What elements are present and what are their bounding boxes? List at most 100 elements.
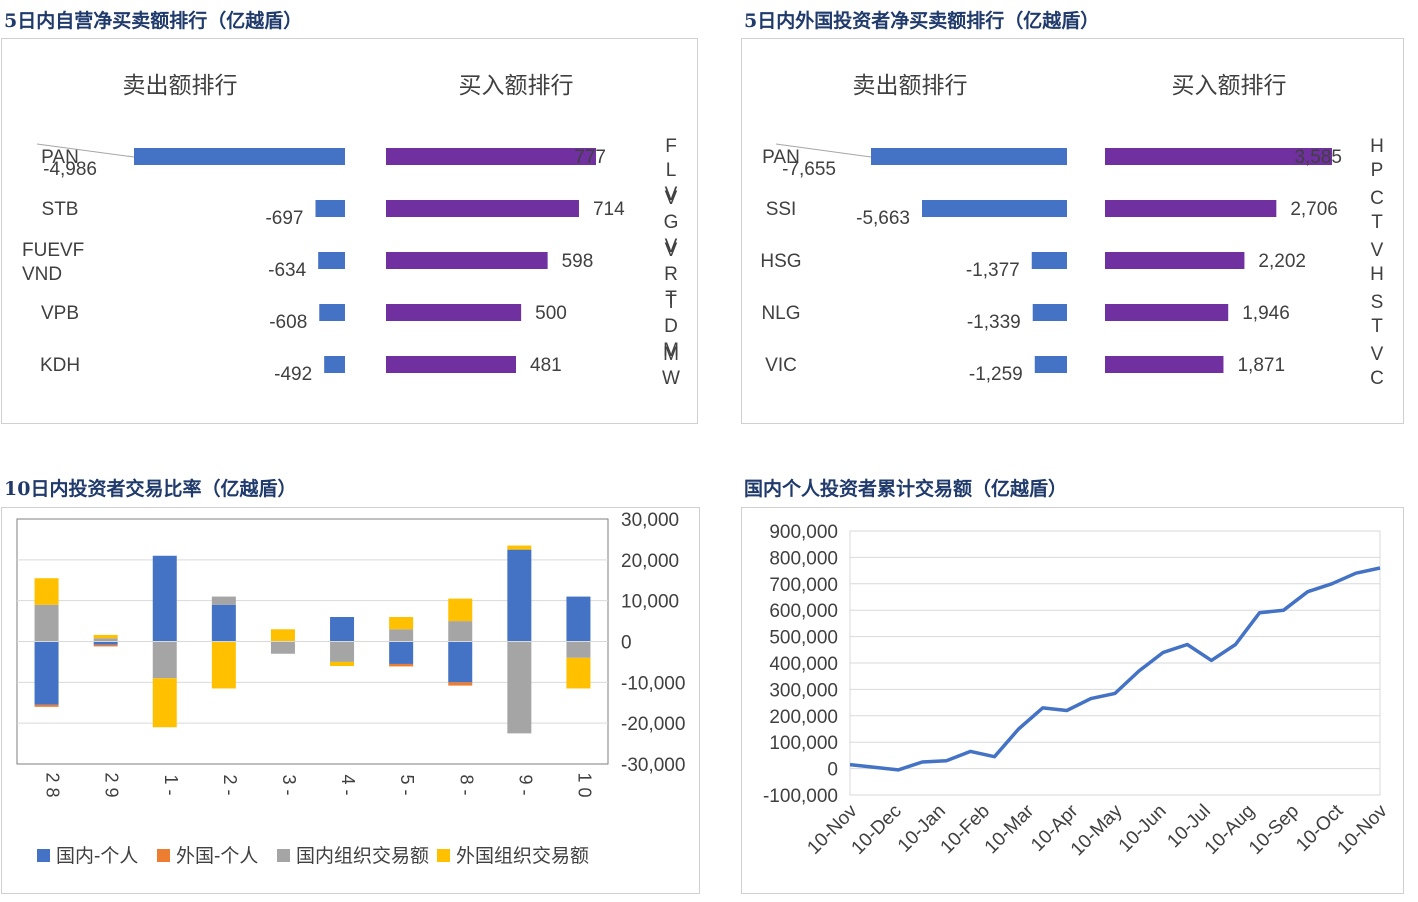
- foreign-buy-header: 买入额排行: [1172, 72, 1287, 98]
- cumulative-xtick: 10-Mar: [981, 800, 1039, 858]
- ratio-bar-segment: [566, 596, 591, 642]
- ratio-xtick: 2 9: [102, 772, 122, 797]
- prop-sell-ticker: KDH: [40, 355, 80, 376]
- prop-panel-title: 5日内自营净买卖额排行（亿越盾）: [4, 10, 303, 32]
- ratio-bar-segment: [566, 657, 591, 689]
- prop-buy-ticker: V: [665, 184, 678, 205]
- ratio-bar-segment: [93, 638, 118, 642]
- ratio-bar-segment: [330, 641, 355, 662]
- prop-buy-ticker: T: [665, 288, 677, 309]
- ratio-bar-segment: [34, 578, 59, 605]
- ratio-xtick: 2 -: [220, 774, 240, 795]
- prop-panel-frame: [1, 38, 698, 424]
- foreign-buy-value: 3,585: [1294, 147, 1342, 168]
- prop-buy-value: 500: [535, 303, 567, 324]
- foreign-buy-ticker: S: [1371, 292, 1384, 313]
- ratio-legend-label: 国内组织交易额: [296, 845, 429, 867]
- prop-buy-bar: [386, 200, 579, 217]
- ratio-bar-segment: [270, 629, 295, 642]
- prop-sell-ticker: VPB: [41, 303, 79, 324]
- ratio-bar-segment: [270, 641, 295, 654]
- foreign-sell-ticker: SSI: [766, 199, 797, 220]
- foreign-sell-value: -1,259: [969, 364, 1023, 385]
- cumulative-ytick: 800,000: [769, 548, 838, 569]
- foreign-sell-bar: [871, 148, 1067, 165]
- cumulative-ytick: 600,000: [769, 601, 838, 622]
- cumulative-ytick: 500,000: [769, 628, 838, 649]
- ratio-bar-segment: [448, 682, 473, 686]
- ratio-xtick: 9 -: [515, 774, 535, 795]
- prop-buy-ticker: V: [665, 236, 678, 257]
- prop-sell-bar: [315, 200, 345, 217]
- cumulative-xtick: 10-Sep: [1245, 801, 1303, 859]
- ratio-xtick: 4 -: [338, 774, 358, 795]
- ratio-xtick: 1 0: [574, 772, 594, 797]
- prop-buy-ticker: M: [663, 344, 679, 365]
- ratio-bar-segment: [34, 704, 59, 707]
- ratio-bar-segment: [330, 617, 355, 642]
- foreign-buy-bar: [1105, 148, 1332, 165]
- foreign-buy-ticker: T: [1371, 212, 1383, 233]
- prop-buy-ticker: L: [666, 160, 677, 181]
- ratio-xtick: 5 -: [397, 774, 417, 795]
- prop-leader-line: [36, 143, 135, 158]
- cumulative-xtick: 10-Dec: [848, 801, 906, 859]
- foreign-buy-bar: [1105, 200, 1277, 217]
- prop-buy-ticker: M: [663, 340, 679, 361]
- ratio-xtick: 8 -: [456, 774, 476, 795]
- cumulative-xtick: 10-Nov: [1333, 800, 1392, 859]
- ratio-legend-swatch: [277, 849, 290, 862]
- ratio-legend-swatch: [157, 849, 170, 862]
- ratio-ytick: 0: [621, 633, 632, 654]
- cumulative-ytick: 700,000: [769, 575, 838, 596]
- prop-sell-value: -634: [268, 260, 306, 281]
- prop-sell-bar: [319, 304, 345, 321]
- prop-buy-value: 714: [593, 199, 625, 220]
- foreign-buy-ticker: V: [1371, 344, 1384, 365]
- ratio-bar-segment: [448, 621, 473, 642]
- foreign-sell-value: -7,655: [782, 159, 836, 180]
- ratio-bar-segment: [448, 598, 473, 622]
- ratio-panel-title: 10日内投资者交易比率（亿越盾）: [4, 478, 297, 500]
- foreign-buy-ticker: C: [1370, 368, 1384, 389]
- foreign-sell-value: -1,339: [967, 312, 1021, 333]
- ratio-ytick: -30,000: [621, 755, 685, 776]
- ratio-bar-segment: [152, 555, 177, 642]
- ratio-legend-swatch: [37, 849, 50, 862]
- ratio-bar-segment: [330, 661, 355, 666]
- cumulative-panel-frame: [741, 507, 1404, 894]
- foreign-sell-bar: [1034, 356, 1067, 373]
- cumulative-ytick: 0: [827, 760, 838, 781]
- ratio-legend-label: 国内-个人: [56, 845, 138, 867]
- prop-buy-ticker: T: [665, 292, 677, 313]
- ratio-bar-segment: [507, 545, 532, 550]
- prop-buy-value: 598: [562, 251, 594, 272]
- prop-sell-bar: [318, 252, 345, 269]
- ratio-ytick: 10,000: [621, 592, 679, 613]
- ratio-bar-segment: [389, 663, 414, 667]
- ratio-legend-label: 外国组织交易额: [456, 845, 589, 867]
- prop-buy-ticker: F: [665, 136, 677, 157]
- ratio-bar-segment: [389, 617, 414, 630]
- ratio-bar-segment: [93, 641, 118, 645]
- ratio-ytick: -10,000: [621, 673, 685, 694]
- foreign-leader-line: [775, 143, 872, 158]
- foreign-buy-ticker: V: [1371, 240, 1384, 261]
- ratio-bar-segment: [507, 549, 532, 642]
- foreign-buy-value: 1,871: [1237, 355, 1285, 376]
- foreign-sell-ticker: HSG: [760, 251, 801, 272]
- prop-buy-value: 481: [530, 355, 562, 376]
- foreign-sell-bar: [1032, 304, 1067, 321]
- prop-sell-value: -697: [265, 208, 303, 229]
- ratio-bar-segment: [211, 604, 236, 642]
- prop-sell-ticker: VND: [22, 264, 62, 285]
- prop-buy-bar: [386, 304, 522, 321]
- prop-sell-ticker: STB: [42, 199, 79, 220]
- foreign-buy-value: 1,946: [1242, 303, 1290, 324]
- foreign-buy-value: 2,202: [1258, 251, 1306, 272]
- foreign-sell-ticker: NLG: [761, 303, 800, 324]
- cumulative-ytick: 100,000: [769, 733, 838, 754]
- prop-sell-bar: [324, 356, 345, 373]
- ratio-bar-segment: [93, 634, 118, 639]
